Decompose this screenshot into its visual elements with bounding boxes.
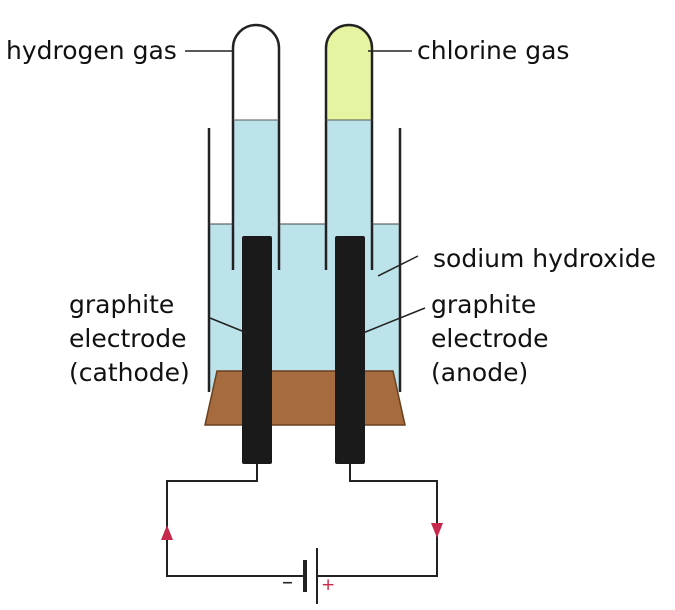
anode-label-line-3: (anode) <box>431 358 529 387</box>
cathode-electrode <box>242 236 272 464</box>
anode-leader <box>362 307 426 334</box>
sodium-hydroxide-leader <box>377 255 419 277</box>
current-arrow-down <box>431 523 443 538</box>
cathode-label-line-2: electrode <box>69 324 187 353</box>
hydrogen-test-tube <box>231 23 281 270</box>
chlorine-gas-label: chlorine gas <box>417 36 570 65</box>
cathode-wire <box>166 464 303 577</box>
hydrogen-gas-label: hydrogen gas <box>6 36 177 65</box>
chlorine-tube-liquid <box>326 120 372 270</box>
battery-positive-sign: + <box>321 575 336 595</box>
rubber-stopper <box>204 370 406 426</box>
chlorine-test-tube <box>324 23 374 270</box>
sodium-hydroxide-label: sodium hydroxide <box>433 244 657 273</box>
cathode-leader <box>209 317 248 334</box>
current-arrow-up <box>161 525 173 540</box>
anode-label-line-1: graphite <box>431 290 537 319</box>
anode-label-line-2: electrode <box>431 324 549 353</box>
battery-negative-sign: – <box>282 570 293 595</box>
chlorine-gas-fill <box>326 25 372 120</box>
anode-electrode <box>335 236 365 464</box>
cathode-label-line-1: graphite <box>69 290 175 319</box>
cathode-label-line-3: (cathode) <box>69 358 190 387</box>
hydrogen-tube-liquid <box>233 120 279 270</box>
anode-wire <box>317 464 438 577</box>
